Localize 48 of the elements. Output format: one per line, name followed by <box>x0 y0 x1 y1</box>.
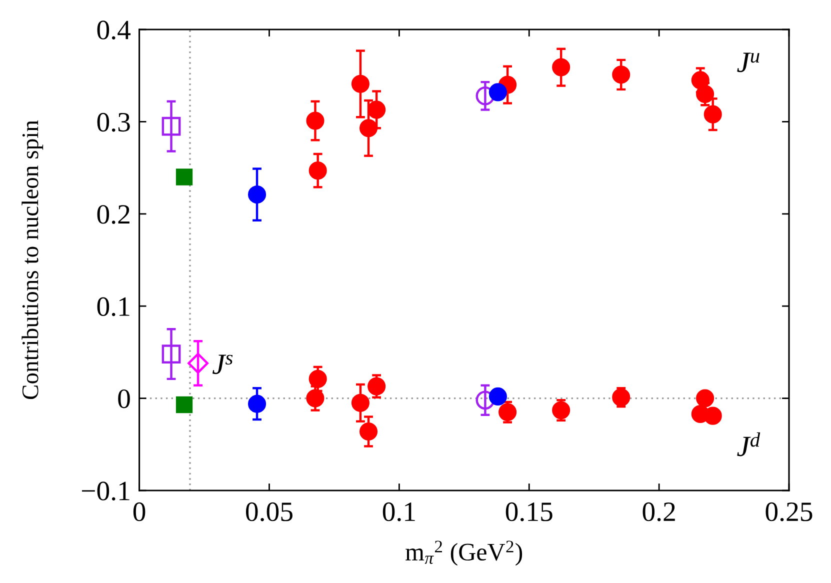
point <box>368 100 386 119</box>
point <box>691 71 710 90</box>
point <box>308 162 327 180</box>
point <box>696 389 714 408</box>
point <box>306 112 324 130</box>
y-tick-label: 0.2 <box>97 205 130 224</box>
point <box>162 344 181 364</box>
point <box>248 394 266 413</box>
x-tick-label: 0.1 <box>382 502 415 522</box>
point <box>359 119 378 138</box>
x-tick-label: 0.2 <box>642 502 675 522</box>
annotation: J$^{u}$ <box>737 52 760 72</box>
point <box>176 168 193 186</box>
x-tick-label: 0.25 <box>766 502 812 522</box>
point <box>248 186 266 204</box>
point <box>476 390 495 410</box>
y-tick-label: 0.1 <box>97 297 130 316</box>
point <box>612 388 630 406</box>
point <box>476 86 495 106</box>
point <box>488 387 507 406</box>
point <box>488 83 507 102</box>
point <box>704 406 722 425</box>
x-tick-label: 0.15 <box>506 502 552 522</box>
point <box>188 352 208 374</box>
point <box>351 74 370 93</box>
annotation: J$^{s}$ <box>212 354 233 374</box>
point <box>498 403 517 422</box>
x-axis-title: m$_{π}$$^{2}$ (GeV$^{2}$) <box>406 540 522 566</box>
point <box>552 58 570 76</box>
point <box>696 85 714 104</box>
point <box>176 396 193 414</box>
point <box>612 66 630 84</box>
y-tick-label: 0.4 <box>97 20 131 40</box>
point <box>552 401 570 420</box>
x-tick-label: 0.05 <box>246 502 292 522</box>
y-tick-label: 0.3 <box>97 112 130 132</box>
y-tick-label: −0.1 <box>82 482 130 501</box>
point <box>308 370 327 388</box>
point <box>162 116 181 136</box>
annotation: J$^{d}$ <box>737 432 760 456</box>
y-tick-label: 0 <box>118 389 130 408</box>
y-axis-title: Contributions to nucleon spin <box>22 120 44 400</box>
point <box>351 394 370 412</box>
point <box>704 105 722 124</box>
point <box>359 422 378 441</box>
point <box>368 377 386 396</box>
x-tick-label: 0 <box>133 502 146 522</box>
point <box>306 389 324 408</box>
